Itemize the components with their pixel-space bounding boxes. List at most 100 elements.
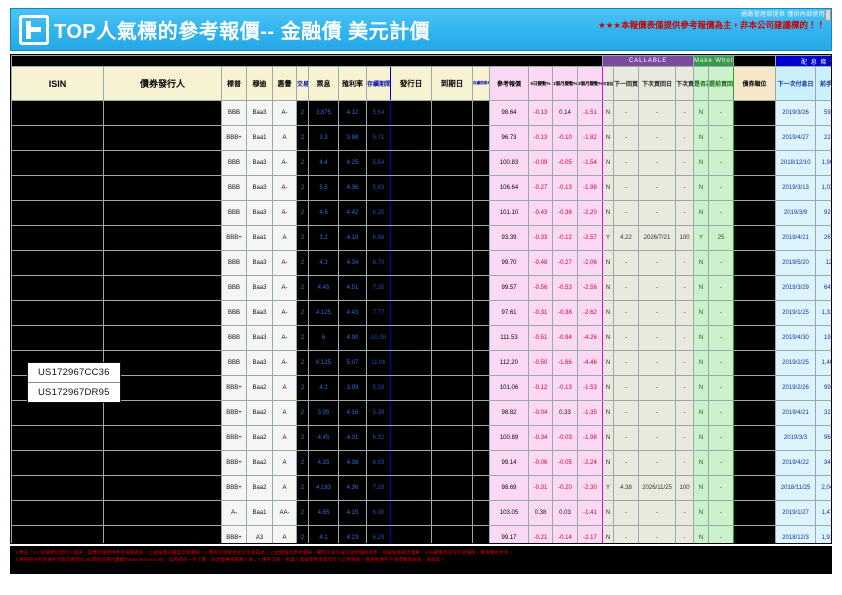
cell-moody[interactable]: A3 — [246, 525, 273, 543]
cell-mwc-spread[interactable]: - — [708, 350, 735, 376]
cell-moody[interactable]: Baa3 — [246, 275, 273, 301]
cell-next-call-rate[interactable]: - — [613, 175, 639, 201]
cell-ref-price[interactable]: 98.82 — [489, 400, 529, 426]
cell-mwc-flag[interactable]: N — [693, 300, 710, 326]
cell-moody[interactable]: Baa3 — [246, 250, 273, 276]
cell-chg-1m[interactable]: -0.05 — [552, 450, 578, 476]
cell-next-call-price[interactable]: - — [674, 425, 695, 451]
cell-accrued[interactable]: 2,045 — [815, 475, 831, 501]
cell-mwc-flag[interactable]: N — [693, 200, 710, 226]
col-mwc-spread[interactable]: 提前買回補償利差 — [708, 66, 735, 101]
cell-moody[interactable]: Baa3 — [246, 175, 273, 201]
cell-coupon[interactable]: 4.1 — [308, 525, 339, 543]
cell-sp[interactable]: BBB — [221, 275, 247, 301]
cell-accrued[interactable]: 1,473 — [815, 500, 831, 526]
cell-next-call-rate[interactable]: - — [613, 500, 639, 526]
cell-coupon[interactable]: 4.4 — [308, 150, 339, 176]
cell-next-call-date[interactable]: - — [638, 125, 676, 151]
cell-duration[interactable]: 6.70 — [366, 250, 391, 276]
col-duration[interactable]: 存續期間 — [366, 66, 391, 101]
cell-sp[interactable]: BBB+ — [221, 475, 247, 501]
cell-duration[interactable]: 5.39 — [366, 400, 391, 426]
cell-chg-5d[interactable]: -0.06 — [528, 450, 553, 476]
cell-moody[interactable]: Baa3 — [246, 325, 273, 351]
cell-next-pay-date[interactable]: 2019/3/29 — [775, 275, 817, 301]
cell-chg-5d[interactable]: -0.48 — [528, 250, 553, 276]
cell-chg-3m[interactable]: -2.57 — [577, 225, 603, 251]
cell-moody[interactable]: Baa3 — [246, 200, 273, 226]
cell-callable-flag[interactable]: N — [602, 425, 614, 451]
cell-fitch[interactable]: A- — [272, 275, 297, 301]
cell-next-call-price[interactable]: - — [674, 125, 695, 151]
cell-accrued[interactable]: 920 — [815, 200, 831, 226]
cell-yield[interactable]: 4.90 — [338, 325, 367, 351]
cell-mwc-flag[interactable]: N — [693, 175, 710, 201]
cell-mwc-spread[interactable]: - — [708, 500, 735, 526]
cell-next-pay-date[interactable]: 2019/2/25 — [775, 350, 817, 376]
cell-coupon[interactable]: 6.125 — [308, 350, 339, 376]
cell-mwc-flag[interactable]: N — [693, 250, 710, 276]
cell-mwc-flag[interactable]: N — [693, 375, 710, 401]
cell-sp[interactable]: BBB+ — [221, 125, 247, 151]
cell-sp[interactable]: BBB — [221, 350, 247, 376]
cell-sp[interactable]: BBB+ — [221, 375, 247, 401]
cell-next-pay-date[interactable]: 2019/3/13 — [775, 175, 817, 201]
table-row[interactable]: BBB+ Baa2 A 2 4.45 4.31 6.32 100.89 -0.34 -0.03 -1… — [11, 425, 831, 451]
cell-chg-1m[interactable]: -0.13 — [552, 175, 578, 201]
cell-next-call-rate[interactable]: - — [613, 375, 639, 401]
cell-chg-1m[interactable]: 0.03 — [552, 500, 578, 526]
cell-next-call-date[interactable]: 2026/7/21 — [638, 225, 676, 251]
cell-mwc-spread[interactable]: - — [708, 275, 735, 301]
cell-ref-price[interactable]: 97.61 — [489, 300, 529, 326]
cell-chg-5d[interactable]: -0.31 — [528, 300, 553, 326]
cell-ref-price[interactable]: 99.17 — [489, 525, 529, 543]
cell-callable-flag[interactable]: N — [602, 375, 614, 401]
cell-callable-flag[interactable]: N — [602, 275, 614, 301]
cell-next-call-date[interactable]: - — [638, 250, 676, 276]
cell-accrued[interactable]: 643 — [815, 275, 831, 301]
cell-next-call-date[interactable]: - — [638, 275, 676, 301]
table-row[interactable]: BBB+ Baa2 A 2 3.95 4.16 5.39 98.82 -0.04 0.33 -1.3… — [11, 400, 831, 426]
cell-yield[interactable]: 4.43 — [338, 300, 367, 326]
cell-next-call-price[interactable]: - — [674, 250, 695, 276]
cell-next-call-date[interactable]: - — [638, 500, 676, 526]
cell-next-call-price[interactable]: - — [674, 100, 695, 126]
cell-mwc-flag[interactable]: Y — [693, 225, 710, 251]
cell-ref-price[interactable]: 99.14 — [489, 450, 529, 476]
cell-next-call-price[interactable]: - — [674, 300, 695, 326]
cell-moody[interactable]: Baa2 — [246, 475, 273, 501]
cell-fitch[interactable]: A- — [272, 200, 297, 226]
cell-callable-flag[interactable]: N — [602, 100, 614, 126]
cell-mwc-flag[interactable]: N — [693, 350, 710, 376]
cell-mwc-flag[interactable]: N — [693, 500, 710, 526]
cell-chg-3m[interactable]: -1.54 — [577, 150, 603, 176]
cell-chg-3m[interactable]: -2.17 — [577, 525, 603, 543]
cell-next-call-price[interactable]: - — [674, 400, 695, 426]
cell-next-pay-date[interactable]: 2019/3/3 — [775, 425, 817, 451]
cell-chg-5d[interactable]: -0.34 — [528, 425, 553, 451]
cell-coupon[interactable]: 4.25 — [308, 450, 339, 476]
cell-mwc-spread[interactable]: - — [708, 400, 735, 426]
cell-chg-5d[interactable]: -0.21 — [528, 525, 553, 543]
cell-next-call-price[interactable]: - — [674, 450, 695, 476]
table-row[interactable]: BBB+ Baa1 A 2 3.2 4.19 6.86 93.39 -0.33 -0.12 -2.5… — [11, 225, 831, 251]
cell-ref-price[interactable]: 96.73 — [489, 125, 529, 151]
cell-next-pay-date[interactable]: 2019/3/26 — [775, 100, 817, 126]
cell-trade-cost[interactable]: 2 — [296, 350, 309, 376]
cell-sp[interactable]: BBB — [221, 150, 247, 176]
table-row[interactable]: BBB Baa3 A- 2 4.4 4.25 5.54 100.83 -0.09 -0.05 -1.… — [11, 150, 831, 176]
cell-chg-5d[interactable]: -0.12 — [528, 375, 553, 401]
cell-duration[interactable]: 5.54 — [366, 100, 391, 126]
cell-mwc-flag[interactable]: N — [693, 100, 710, 126]
cell-next-call-date[interactable]: - — [638, 100, 676, 126]
cell-ref-price[interactable]: 99.70 — [489, 250, 529, 276]
cell-duration[interactable]: 5.71 — [366, 125, 391, 151]
col-issue-date[interactable]: 發行日 — [390, 66, 432, 101]
cell-chg-3m[interactable]: -1.51 — [577, 100, 603, 126]
cell-chg-1m[interactable]: -0.53 — [552, 275, 578, 301]
cell-next-call-rate[interactable]: - — [613, 400, 639, 426]
cell-chg-3m[interactable]: -4.26 — [577, 325, 603, 351]
cell-chg-5d[interactable]: -0.33 — [528, 225, 553, 251]
cell-coupon[interactable]: 4.183 — [308, 475, 339, 501]
cell-chg-3m[interactable]: -1.98 — [577, 175, 603, 201]
